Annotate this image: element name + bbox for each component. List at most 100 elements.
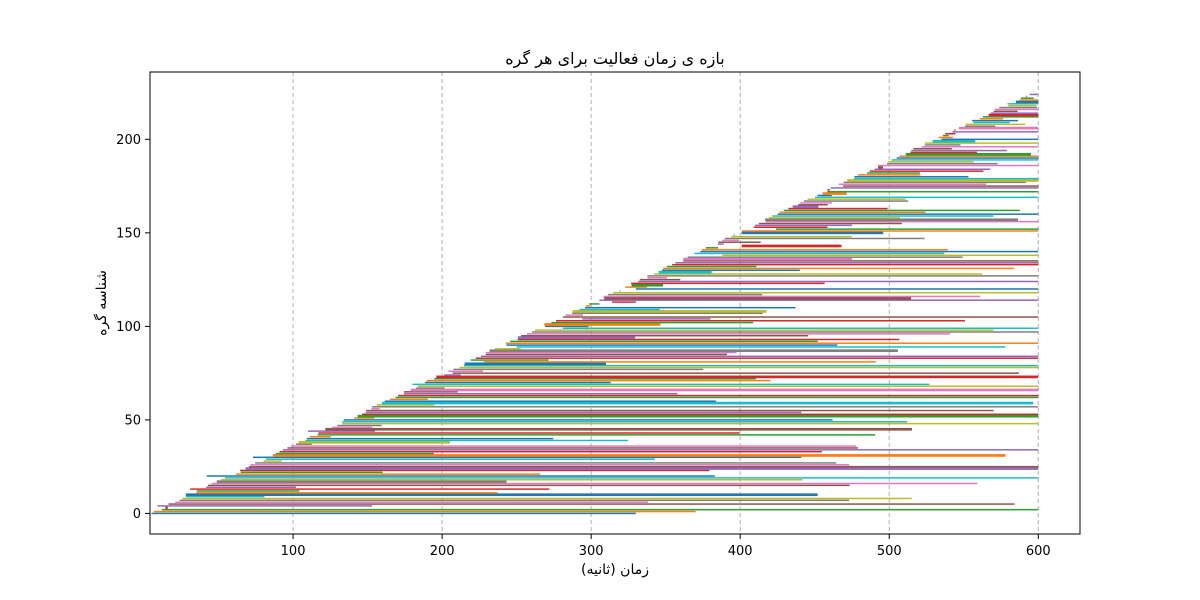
interval-bar (252, 456, 802, 459)
interval-bar (365, 411, 802, 414)
interval-bar (788, 207, 888, 210)
interval-bar (672, 263, 1039, 266)
interval-bar (753, 226, 828, 228)
interval-bar (255, 462, 837, 464)
x-tick-label: 100 (281, 544, 306, 559)
interval-bar (910, 151, 977, 154)
interval-bar (924, 144, 961, 146)
interval-bar (619, 290, 621, 292)
interval-bar (896, 157, 1039, 159)
interval-bar (1015, 100, 1039, 104)
interval-bar (309, 435, 331, 438)
interval-bar (958, 126, 1039, 130)
interval-bar (807, 198, 906, 200)
interval-bar (993, 110, 1018, 113)
interval-bar (945, 132, 956, 135)
interval-bar (290, 445, 857, 447)
interval-bar (666, 265, 757, 268)
interval-bar (765, 218, 1019, 222)
interval-bar (342, 421, 908, 423)
interval-bar (938, 136, 953, 139)
interval-bar (535, 329, 994, 331)
x-tick-label: 600 (1026, 544, 1051, 559)
interval-bar (275, 452, 434, 455)
interval-bar (741, 231, 884, 235)
interval-bar (854, 175, 969, 178)
interval-bar (584, 306, 796, 309)
interval-bar (426, 379, 771, 382)
interval-bar (517, 338, 900, 341)
interval-bar (942, 134, 949, 137)
interval-bar (263, 460, 282, 462)
interval-bar (995, 108, 1039, 111)
x-axis-label: زمان (ثانیه) (581, 562, 649, 578)
interval-bar (853, 177, 1039, 180)
interval-bar (510, 340, 818, 343)
interval-bar (886, 162, 998, 165)
interval-bar (436, 375, 1039, 379)
interval-bar (631, 282, 825, 285)
interval-bar (416, 387, 445, 389)
interval-bar (453, 368, 704, 371)
interval-bar (196, 490, 300, 492)
y-axis-ticks: 0 50 100 150 200 (116, 133, 150, 522)
x-tick-label: 500 (877, 544, 902, 559)
y-tick-label: 200 (116, 133, 141, 148)
interval-bar (658, 270, 712, 274)
interval-bar (683, 257, 852, 261)
interval-bar (582, 318, 711, 320)
interval-bar (758, 222, 902, 225)
interval-bar (250, 464, 850, 466)
plot-area-frame (149, 71, 1081, 535)
interval-bar (1008, 104, 1037, 107)
interval-bar (495, 348, 521, 350)
interval-bar (877, 166, 884, 169)
interval-bar (555, 320, 965, 322)
interval-bar (663, 267, 1014, 270)
interval-bar (1021, 97, 1034, 99)
interval-bar (817, 194, 832, 197)
interval-bar (265, 458, 655, 460)
interval-bar (403, 391, 458, 393)
interval-bar (562, 327, 1039, 329)
interval-bar (459, 366, 1039, 369)
interval-bar (982, 116, 1039, 118)
interval-bar (236, 473, 541, 475)
interval-bar (932, 139, 976, 143)
interval-bar (654, 273, 983, 275)
interval-bar (1007, 103, 1039, 105)
interval-bar (683, 260, 1039, 262)
interval-bar (565, 314, 583, 316)
interval-bar (921, 146, 1039, 148)
interval-bar (412, 383, 930, 386)
interval-bar (434, 378, 756, 380)
interval-bar (784, 209, 1020, 212)
interval-bar (754, 224, 853, 227)
interval-bar (1019, 99, 1039, 101)
interval-bar (305, 439, 629, 442)
interval-bar (272, 454, 1006, 457)
interval-bar (722, 239, 739, 242)
interval-bar (206, 475, 715, 477)
interval-bar (869, 170, 984, 172)
interval-bar (220, 479, 803, 481)
interval-bar (913, 147, 952, 150)
interval-bar (718, 241, 761, 243)
interval-bar (516, 346, 1006, 348)
interval-bar (965, 123, 1026, 126)
interval-bar (724, 237, 925, 240)
interval-bar (675, 262, 1039, 264)
interval-bar (700, 250, 1039, 253)
interval-bar (395, 396, 1039, 399)
interval-bar (357, 414, 1039, 418)
interval-bar (196, 492, 498, 494)
interval-bar (207, 484, 850, 487)
y-axis-label: شناسه گره (93, 270, 110, 336)
interval-bar (505, 342, 1039, 344)
interval-bar (830, 187, 1039, 189)
interval-bar (372, 406, 1039, 408)
interval-bar (800, 202, 832, 204)
interval-bar (485, 353, 727, 356)
interval-bar (161, 508, 1039, 511)
interval-bar (891, 159, 1039, 161)
